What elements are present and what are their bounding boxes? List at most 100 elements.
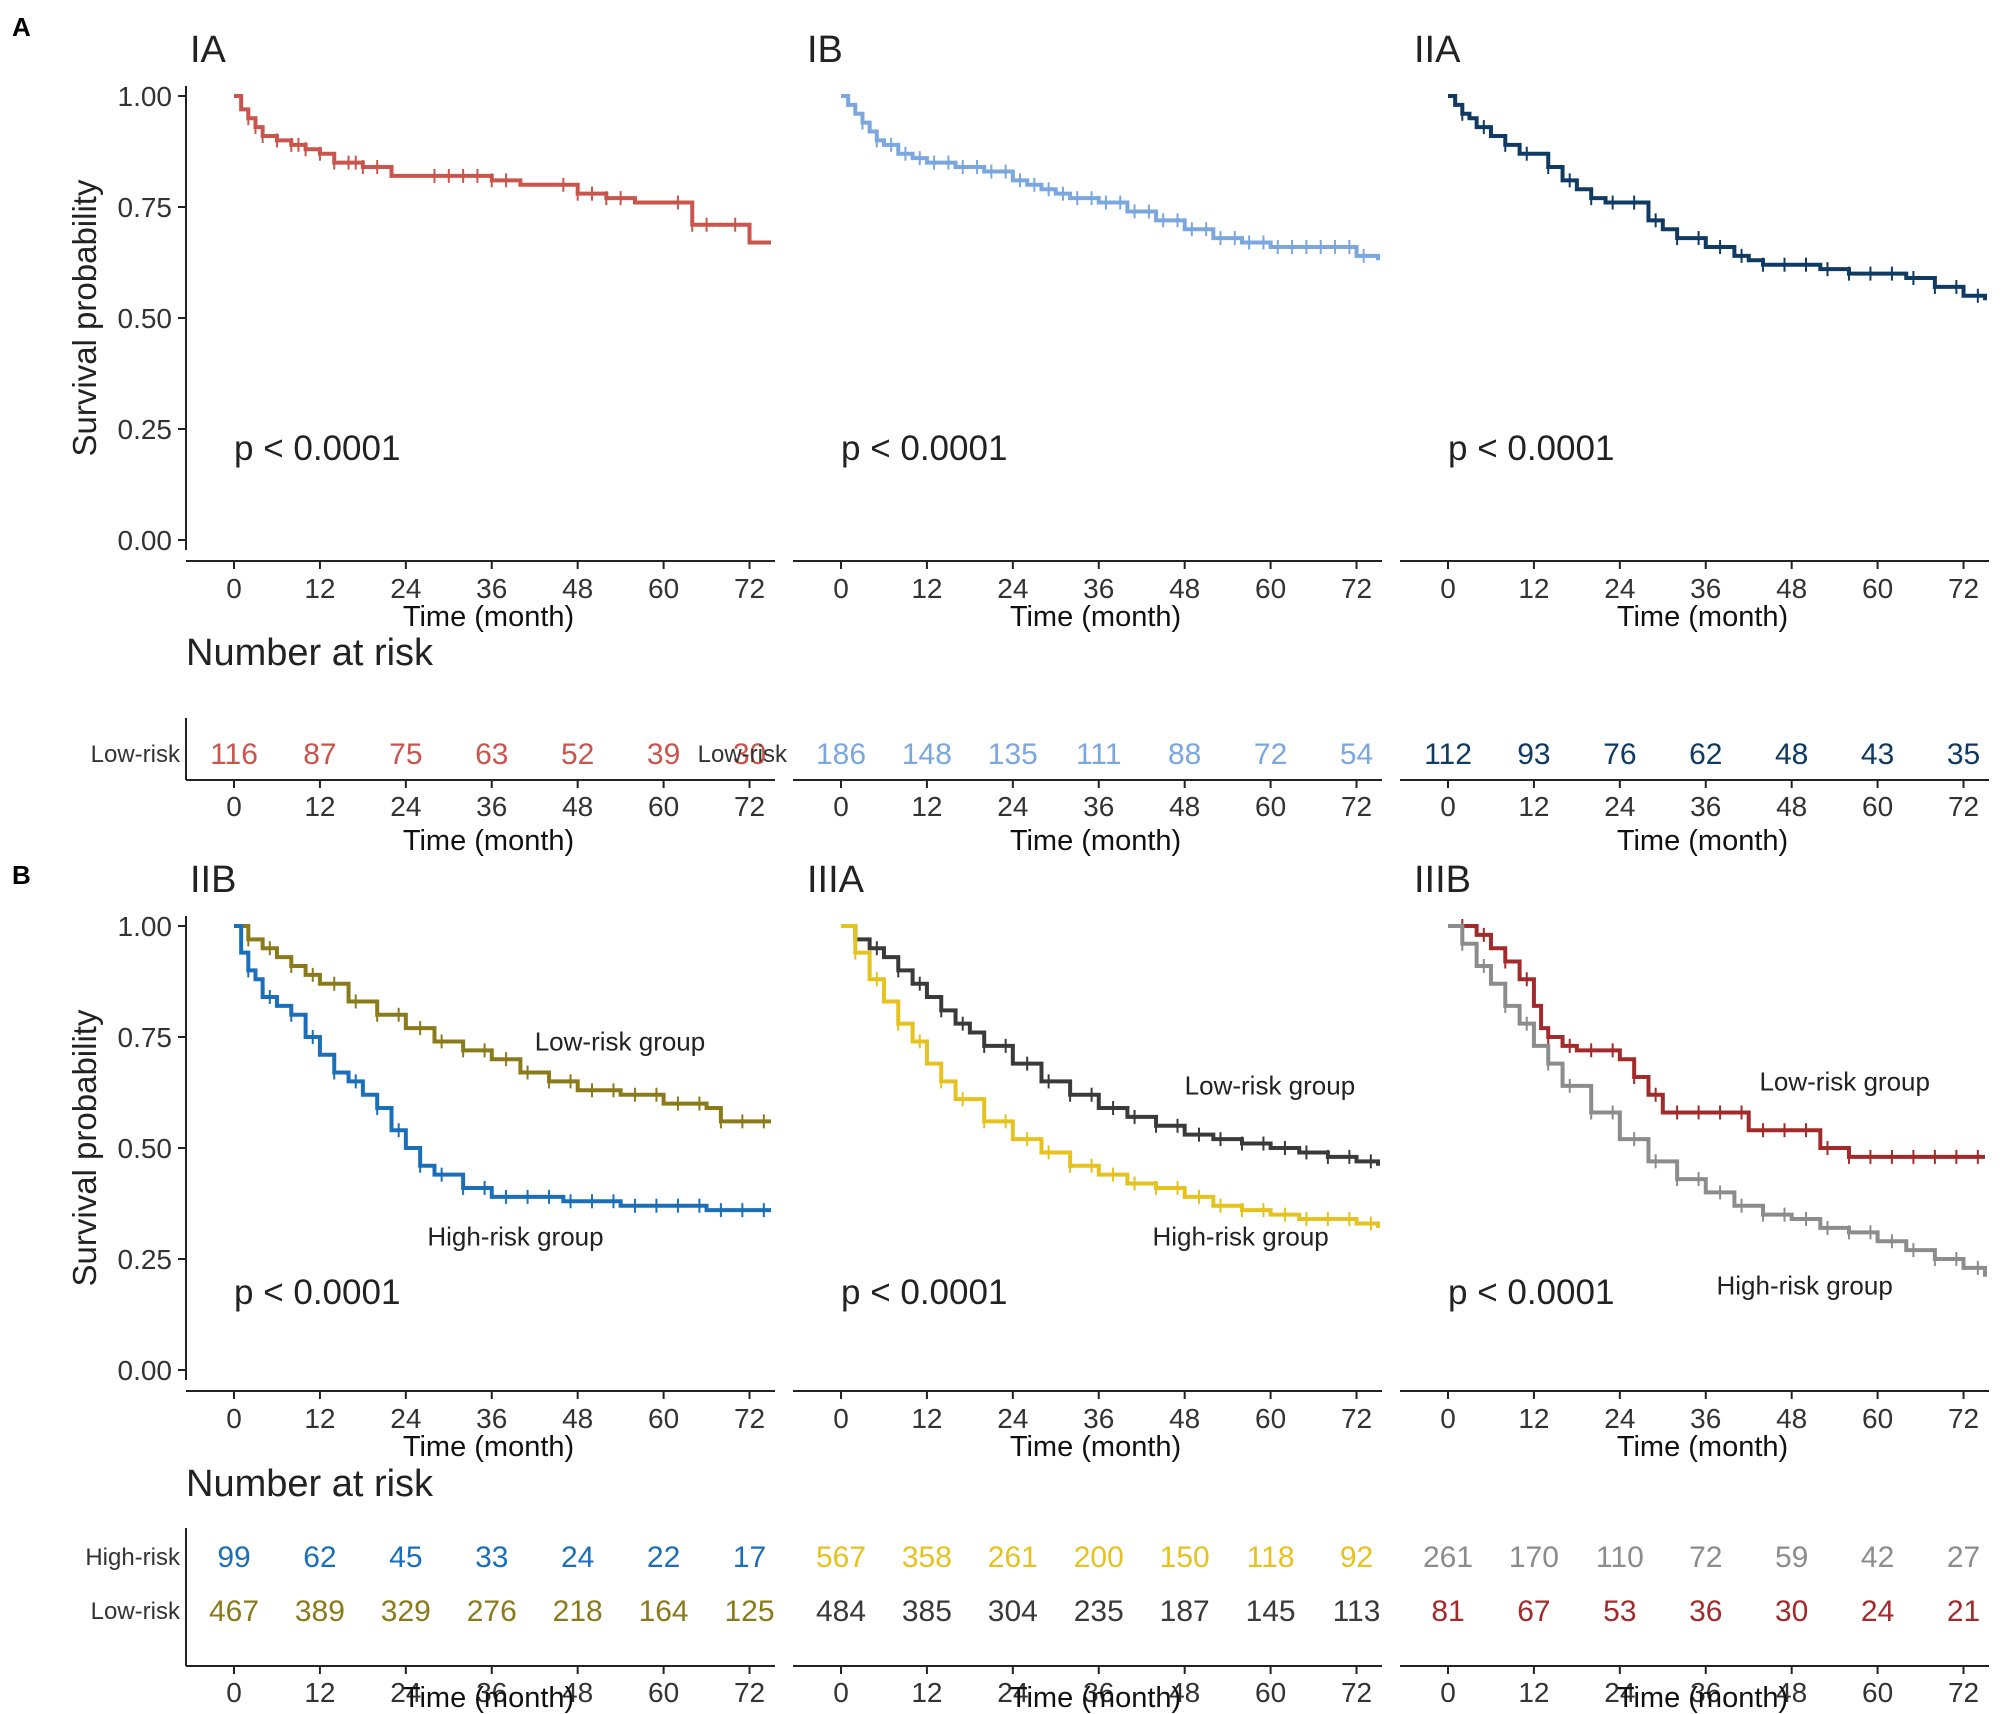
- group-label: High-risk group: [1152, 1222, 1328, 1252]
- risk-table-tick-label: 0: [1440, 791, 1456, 822]
- risk-table-tick-label: 48: [1776, 791, 1807, 822]
- group-label: Low-risk group: [535, 1026, 706, 1056]
- risk-count: 45: [389, 1541, 422, 1574]
- risk-table-tick-label: 36: [1690, 791, 1721, 822]
- risk-table-x-label: Time (month): [403, 1682, 574, 1714]
- x-tick-label: 0: [833, 1403, 849, 1434]
- risk-count: 92: [1340, 1541, 1373, 1574]
- risk-count: 135: [988, 738, 1038, 771]
- panel-title: IIB: [190, 859, 236, 901]
- x-tick-label: 72: [1948, 1403, 1979, 1434]
- km-panel-iib: IIB 0.00 0.25 0.50 0.75 1.00 Survival probabil…: [66, 859, 775, 1714]
- group-label: High-risk group: [427, 1222, 603, 1252]
- risk-count: 145: [1246, 1595, 1296, 1628]
- risk-table-tick-label: 0: [833, 1677, 849, 1708]
- risk-table-tick-label: 36: [476, 1677, 507, 1708]
- risk-table-tick-label: 12: [1518, 791, 1549, 822]
- risk-table-x-label: Time (month): [1010, 1682, 1181, 1714]
- x-tick-label: 36: [1690, 573, 1721, 604]
- risk-count: 112: [1424, 738, 1472, 771]
- risk-table-tick-label: 24: [997, 791, 1028, 822]
- risk-row-label: High-risk: [85, 1544, 181, 1571]
- risk-table-tick-label: 24: [1604, 791, 1635, 822]
- x-tick-label: 48: [1169, 1403, 1200, 1434]
- risk-table-tick-label: 72: [1948, 1677, 1979, 1708]
- x-axis-label: Time (month): [403, 601, 574, 633]
- risk-count: 62: [303, 1541, 336, 1574]
- risk-row-label: Low-risk: [91, 1598, 181, 1625]
- number-at-risk-title: Number at risk: [186, 632, 434, 674]
- risk-count: 27: [1947, 1541, 1980, 1574]
- risk-table-tick-label: 48: [1169, 1677, 1200, 1708]
- number-at-risk-title: Number at risk: [186, 1463, 434, 1505]
- risk-table-tick-label: 24: [390, 1677, 421, 1708]
- risk-row-label: Low-risk: [698, 741, 788, 768]
- risk-count: 67: [1517, 1595, 1550, 1628]
- risk-count: 218: [553, 1595, 603, 1628]
- x-tick-label: 72: [1341, 1403, 1372, 1434]
- p-value: p < 0.0001: [1448, 1273, 1614, 1312]
- x-tick-label: 36: [1083, 573, 1114, 604]
- risk-count: 111: [1076, 738, 1122, 771]
- risk-count: 30: [733, 738, 766, 771]
- risk-count: 170: [1509, 1541, 1559, 1574]
- x-tick-label: 36: [476, 573, 507, 604]
- risk-count: 358: [902, 1541, 952, 1574]
- risk-count: 24: [561, 1541, 594, 1574]
- y-tick-label: 0.75: [118, 192, 173, 223]
- panel-title: IA: [190, 29, 227, 71]
- x-tick-label: 48: [562, 573, 593, 604]
- risk-count: 39: [647, 738, 680, 771]
- risk-count: 30: [1775, 1595, 1808, 1628]
- risk-count: 22: [647, 1541, 680, 1574]
- risk-table-tick-label: 48: [1169, 791, 1200, 822]
- x-tick-label: 12: [911, 573, 942, 604]
- p-value: p < 0.0001: [234, 1273, 400, 1312]
- risk-count: 48: [1775, 738, 1808, 771]
- risk-count: 24: [1861, 1595, 1894, 1628]
- risk-count: 110: [1596, 1541, 1644, 1574]
- risk-count: 87: [303, 738, 336, 771]
- risk-table-tick-label: 24: [997, 1677, 1028, 1708]
- risk-table-tick-label: 0: [226, 791, 242, 822]
- x-tick-label: 60: [1862, 1403, 1893, 1434]
- survival-curve-low-risk: [841, 94, 1380, 261]
- x-tick-label: 12: [304, 573, 335, 604]
- risk-count: 200: [1074, 1541, 1124, 1574]
- km-panel-iiia: IIIA 0 12 24 36 48 60 72 Time (month) Low-risk gr…: [793, 859, 1382, 1714]
- survival-curve-high-risk-group: [234, 924, 771, 1213]
- risk-count: 125: [724, 1595, 774, 1628]
- y-tick-label: 0.50: [118, 1133, 173, 1164]
- risk-table-tick-label: 60: [1255, 791, 1286, 822]
- x-tick-label: 60: [1862, 573, 1893, 604]
- risk-count: 385: [902, 1595, 952, 1628]
- x-tick-label: 0: [226, 1403, 242, 1434]
- risk-table-tick-label: 36: [1083, 1677, 1114, 1708]
- x-axis-label: Time (month): [1617, 1431, 1788, 1463]
- risk-table-tick-label: 24: [390, 791, 421, 822]
- x-tick-label: 36: [1083, 1403, 1114, 1434]
- risk-count: 42: [1861, 1541, 1894, 1574]
- risk-count: 53: [1603, 1595, 1636, 1628]
- risk-count: 99: [217, 1541, 250, 1574]
- survival-curve-low-risk-group: [1448, 924, 1985, 1159]
- y-tick-label: 0.50: [118, 303, 173, 334]
- panel-title: IB: [807, 29, 843, 71]
- risk-count: 75: [389, 738, 422, 771]
- risk-table-tick-label: 36: [476, 791, 507, 822]
- risk-count: 304: [988, 1595, 1038, 1628]
- risk-table-tick-label: 60: [1862, 791, 1893, 822]
- y-tick-label: 1.00: [118, 911, 173, 942]
- risk-count: 21: [1947, 1595, 1980, 1628]
- group-label: Low-risk group: [1759, 1066, 1930, 1096]
- x-tick-label: 12: [304, 1403, 335, 1434]
- x-tick-label: 60: [648, 573, 679, 604]
- risk-count: 81: [1431, 1595, 1464, 1628]
- survival-curve-high-risk-group: [1448, 924, 1987, 1277]
- p-value: p < 0.0001: [234, 429, 400, 468]
- risk-count: 276: [467, 1595, 517, 1628]
- risk-table-tick-label: 0: [226, 1677, 242, 1708]
- x-axis-label: Time (month): [1617, 601, 1788, 633]
- risk-table-tick-label: 72: [1341, 791, 1372, 822]
